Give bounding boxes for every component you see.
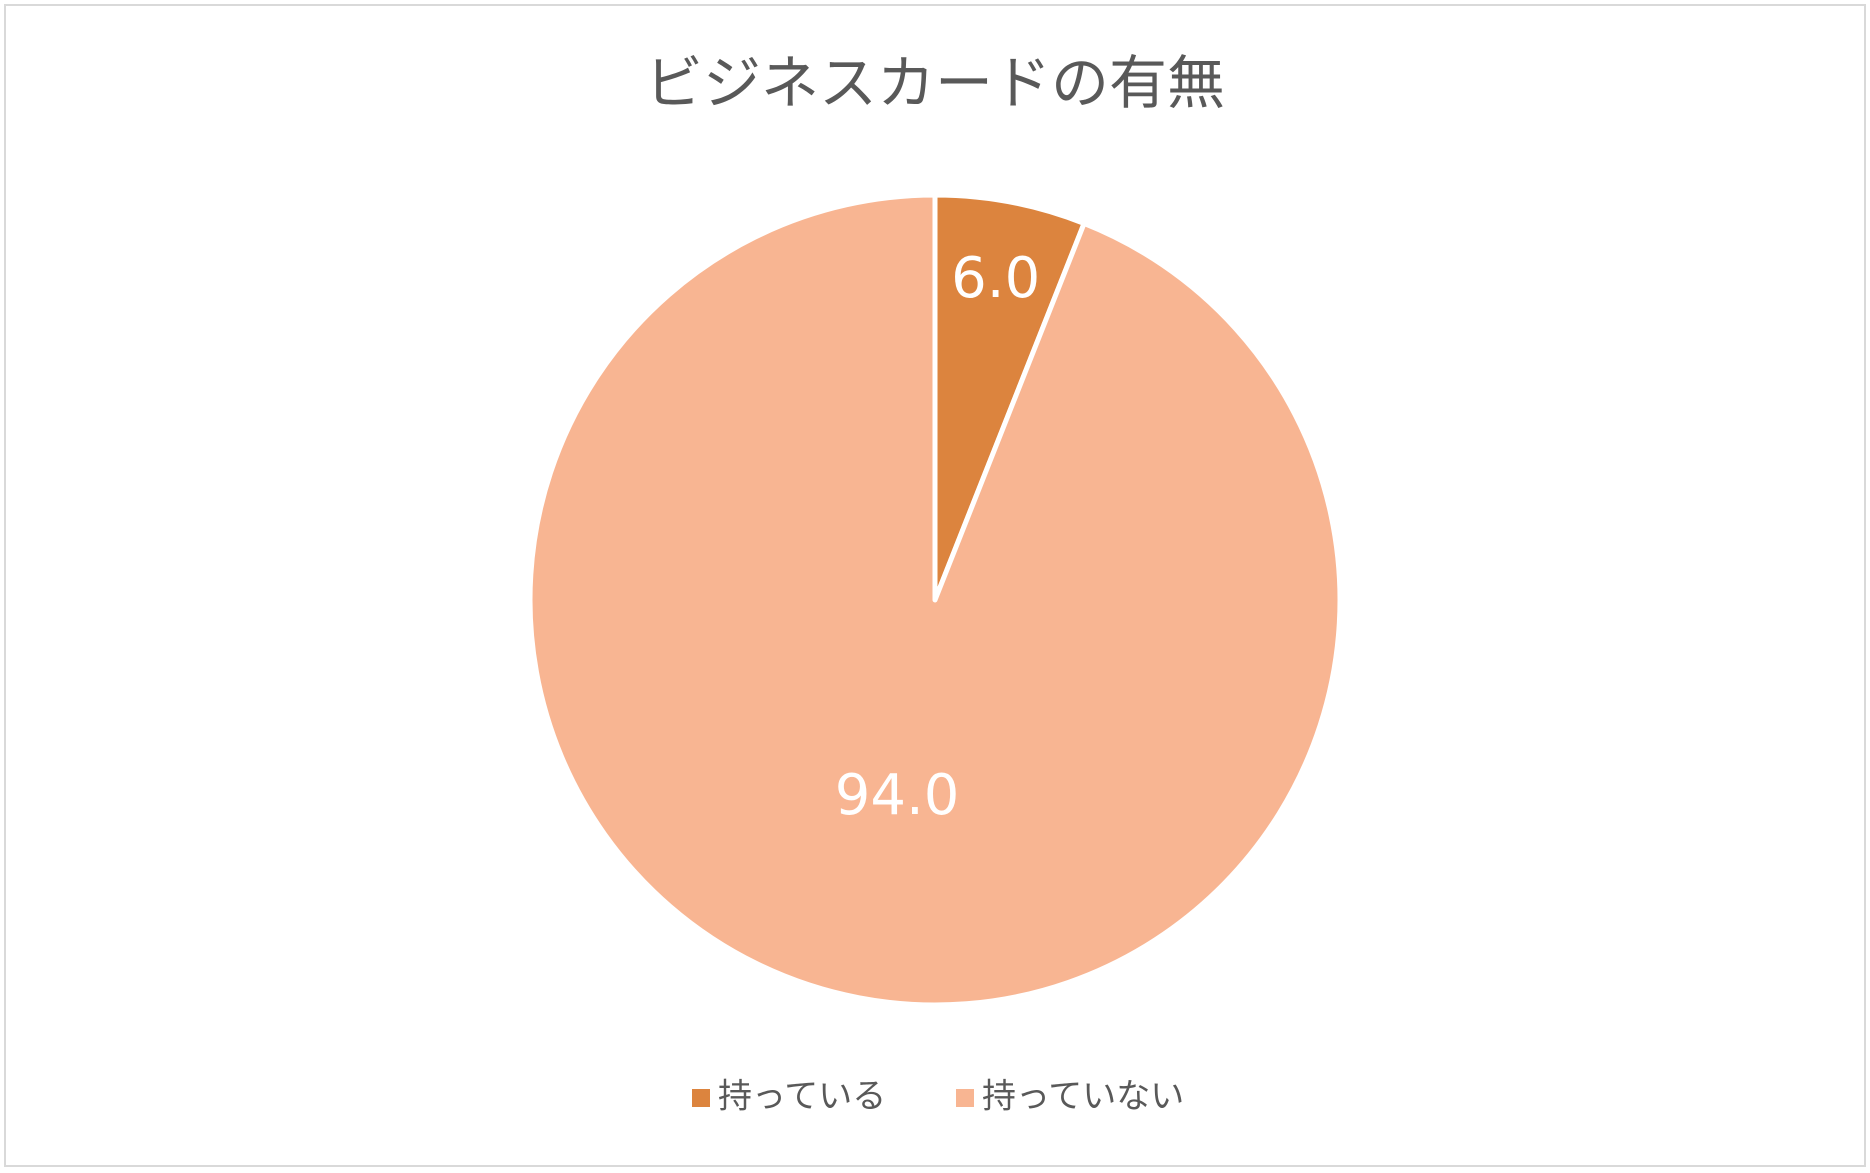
legend-swatch xyxy=(956,1089,974,1107)
data-label: 94.0 xyxy=(835,763,960,828)
legend-label: 持っている xyxy=(718,1077,886,1117)
chart-title: ビジネスカードの有無 xyxy=(645,49,1225,117)
legend-swatch xyxy=(692,1089,710,1107)
pie-slice xyxy=(932,192,1087,603)
legend-label: 持っていない xyxy=(982,1077,1184,1117)
data-label: 6.0 xyxy=(951,246,1040,311)
pie-slice xyxy=(527,192,1343,1008)
